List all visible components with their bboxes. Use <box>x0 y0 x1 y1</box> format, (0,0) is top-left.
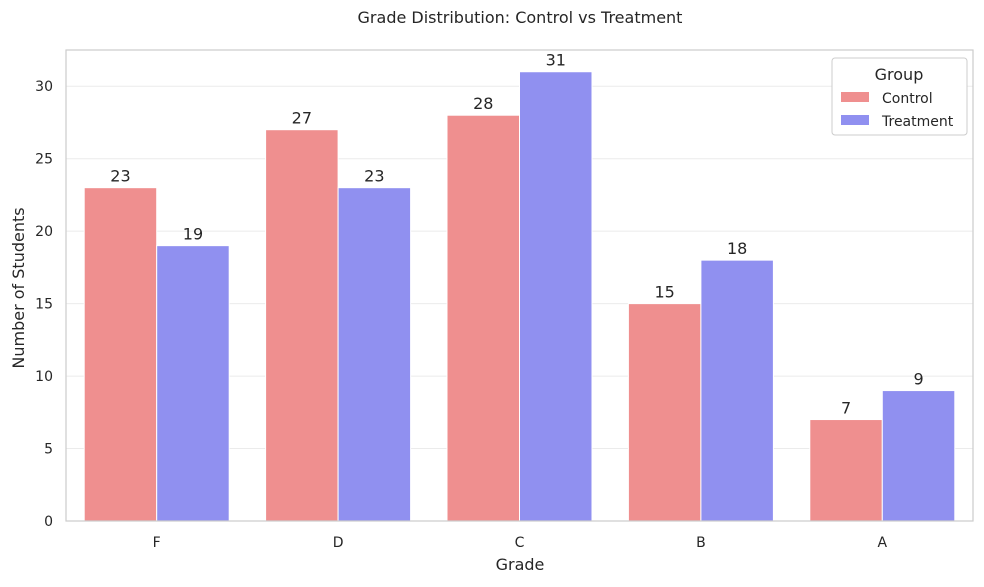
data-label-control-c: 28 <box>473 94 493 113</box>
bar-treatment-f <box>156 245 230 522</box>
x-tick-label: D <box>333 535 344 551</box>
data-label-treatment-d: 23 <box>364 167 384 186</box>
x-tick-label: C <box>515 535 525 551</box>
bars <box>83 71 956 522</box>
data-label-treatment-c: 31 <box>546 51 566 70</box>
data-label-control-f: 23 <box>110 167 130 186</box>
y-tick-label: 20 <box>35 224 53 240</box>
plot-frame <box>65 49 974 522</box>
data-labels: 23 27 28 15 7 19 23 31 18 9 <box>110 51 923 418</box>
legend: Group Control Treatment <box>831 57 968 136</box>
bar-treatment-c <box>519 71 593 522</box>
y-tick-label: 0 <box>44 514 53 530</box>
bar-treatment-b <box>700 259 774 522</box>
data-label-control-b: 15 <box>654 283 674 302</box>
data-label-control-a: 7 <box>841 399 851 418</box>
x-tick-label: F <box>153 535 161 551</box>
y-tick-label: 5 <box>44 442 53 458</box>
bar-control-c <box>446 114 520 522</box>
x-tick-label: B <box>696 535 706 551</box>
bar-control-f <box>83 187 158 522</box>
bar-control-a <box>809 419 883 522</box>
y-tick-label: 10 <box>35 369 53 385</box>
data-label-treatment-a: 9 <box>913 370 923 389</box>
legend-title: Group <box>875 65 924 84</box>
bar-treatment-a <box>881 390 956 522</box>
legend-label-control: Control <box>882 91 933 107</box>
bar-treatment-d <box>337 187 412 522</box>
y-tick-label: 25 <box>35 152 53 168</box>
legend-swatch-treatment <box>841 115 869 125</box>
y-axis-ticks: 0 5 10 15 20 25 30 <box>35 79 53 530</box>
data-label-treatment-f: 19 <box>183 225 203 244</box>
y-tick-label: 30 <box>35 79 53 95</box>
x-tick-label: A <box>878 535 888 551</box>
x-axis-label: Grade <box>496 555 545 574</box>
data-label-control-d: 27 <box>292 109 312 128</box>
bar-control-b <box>627 303 702 522</box>
y-tick-label: 15 <box>35 297 53 313</box>
legend-swatch-control <box>841 92 869 102</box>
data-label-treatment-b: 18 <box>727 239 747 258</box>
chart-title: Grade Distribution: Control vs Treatment <box>358 8 683 27</box>
bar-control-d <box>265 129 339 522</box>
legend-label-treatment: Treatment <box>881 114 954 130</box>
y-axis-label: Number of Students <box>9 207 28 368</box>
